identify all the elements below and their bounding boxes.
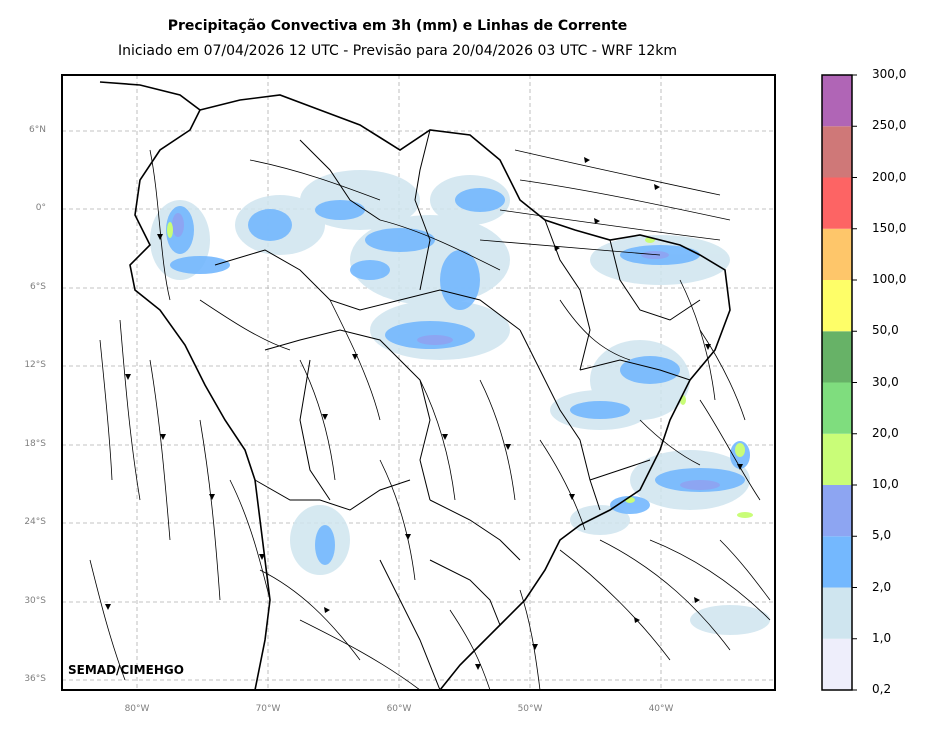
lat-label-30s: 30°S (24, 596, 46, 606)
colorbar-label: 1,0 (872, 630, 892, 645)
lat-label-24s: 24°S (24, 517, 46, 527)
lat-label-0: 0° (35, 203, 46, 213)
colorbar-swatch (822, 228, 852, 280)
colorbar-label: 10,0 (872, 477, 899, 491)
credit-label: SEMAD/CIMEHGO (68, 663, 184, 677)
colorbar-swatch (822, 331, 852, 383)
colorbar-swatch (822, 536, 852, 588)
colorbar-swatch (822, 638, 852, 690)
lat-label-12s: 12°S (24, 360, 46, 370)
lat-label-18s: 18°S (24, 439, 46, 449)
colorbar-label: 20,0 (872, 425, 899, 440)
colorbar-label: 250,0 (872, 118, 907, 133)
colorbar-label: 150,0 (872, 220, 907, 235)
colorbar-swatch (822, 433, 852, 485)
lat-label-6n: 6°N (29, 125, 46, 135)
colorbar-swatch (822, 280, 852, 332)
map-frame (61, 74, 776, 691)
colorbar-label: 30,0 (872, 374, 899, 389)
lon-label-80w: 80°W (124, 704, 150, 714)
colorbar-swatch (822, 485, 852, 537)
colorbar-swatch (822, 126, 852, 178)
map-subtitle: Iniciado em 07/04/2026 12 UTC - Previsão… (117, 43, 678, 59)
precipitation-field (150, 170, 770, 635)
lon-label-50w: 50°W (517, 704, 543, 714)
coastline (99, 81, 731, 690)
political-borders (214, 129, 701, 690)
lat-label-6s: 6°S (30, 282, 46, 292)
colorbar-label: 2,0 (872, 579, 892, 594)
colorbar-swatch (822, 587, 852, 639)
colorbar-swatch (822, 177, 852, 229)
lon-label-60w: 60°W (386, 704, 412, 714)
colorbar-label: 300,0 (872, 67, 907, 81)
colorbar-label: 5,0 (872, 528, 892, 543)
streamline-arrows (105, 157, 743, 670)
colorbar-swatch (822, 75, 852, 127)
map-title: Precipitação Convectiva em 3h (mm) e Lin… (167, 18, 628, 34)
streamlines (89, 149, 771, 690)
lon-label-40w: 40°W (648, 704, 674, 714)
colorbar-label: 50,0 (872, 323, 899, 338)
lon-label-70w: 70°W (255, 704, 281, 714)
colorbar-label: 0,2 (872, 682, 892, 696)
lat-label-36s: 36°S (24, 674, 46, 684)
colorbar-swatch (822, 382, 852, 434)
colorbar-label: 100,0 (872, 272, 907, 286)
colorbar-label: 200,0 (872, 169, 907, 184)
colorbar (821, 74, 857, 691)
